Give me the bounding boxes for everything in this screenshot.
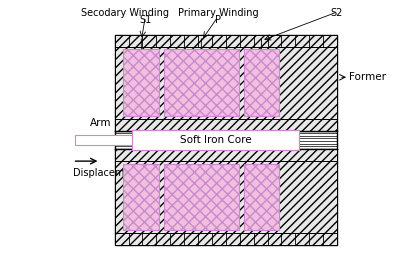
Bar	[244, 49, 279, 116]
Text: Primary Winding: Primary Winding	[178, 8, 258, 18]
Bar	[164, 164, 239, 230]
Bar	[132, 130, 299, 150]
Bar	[74, 134, 132, 145]
Bar	[124, 49, 159, 116]
Bar	[114, 35, 337, 130]
Text: S2: S2	[331, 8, 343, 18]
Text: Displacement: Displacement	[72, 168, 140, 178]
Bar	[114, 119, 337, 130]
Text: Former: Former	[349, 72, 386, 82]
Text: Secodary Winding: Secodary Winding	[82, 8, 170, 18]
Text: Arm: Arm	[90, 118, 111, 128]
Bar	[114, 149, 337, 161]
Bar	[114, 149, 337, 245]
Text: P: P	[215, 15, 221, 25]
Bar	[124, 164, 159, 230]
Bar	[114, 233, 337, 245]
Text: S1: S1	[139, 15, 151, 25]
Bar	[114, 161, 337, 233]
Bar	[164, 49, 239, 116]
Bar	[244, 164, 279, 230]
Bar	[114, 35, 337, 47]
Bar	[114, 47, 337, 119]
Text: Soft Iron Core: Soft Iron Core	[180, 135, 252, 145]
